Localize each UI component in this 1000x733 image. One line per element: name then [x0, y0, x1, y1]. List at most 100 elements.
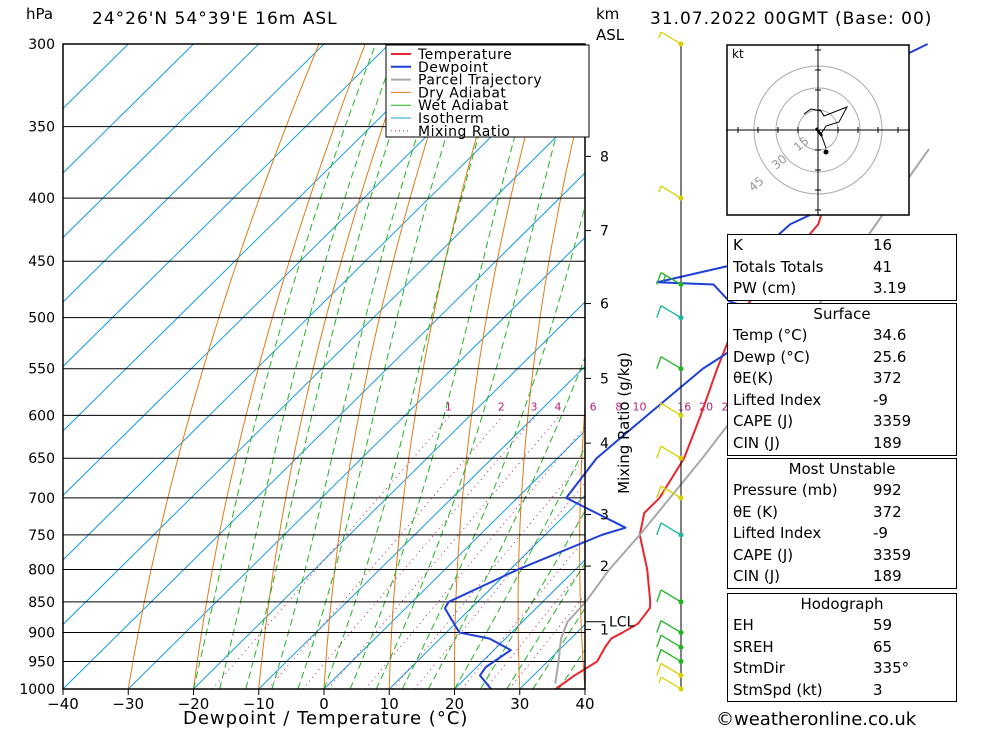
wind-barb-flag	[656, 446, 662, 459]
stat-row: Dewp (°C) 25.6	[728, 347, 956, 369]
mixing-ratio-label: 10	[632, 400, 646, 413]
legend-label: Temperature	[417, 47, 512, 63]
pressure-tick-label: 850	[28, 595, 55, 611]
hodograph-table: Hodograph EH 59 SREH 65 StmDir 335° StmSpd (kt…	[727, 593, 957, 703]
surface-table: Surface Temp (°C) 34.6 Dewp (°C) 25.6 θE(K) 3…	[727, 303, 957, 456]
wind-barb-flag	[656, 305, 662, 318]
stat-label: Pressure (mb)	[733, 481, 838, 499]
isotherm-line	[127, 236, 585, 689]
wind-barb-flag	[656, 649, 662, 662]
stat-value: -9	[873, 524, 888, 543]
stat-value: 65	[873, 637, 893, 656]
stat-value: 992	[873, 481, 902, 499]
most-unstable-table: Most Unstable Pressure (mb) 992 θE (K) 372 L…	[727, 458, 957, 589]
mixing-ratio-label: 1	[445, 400, 452, 413]
wet-adiabat-line	[297, 44, 476, 689]
legend-label: Wet Adiabat	[418, 98, 509, 114]
wind-barb-flag	[656, 635, 662, 648]
wind-barb-flag	[656, 589, 662, 603]
stat-row: CIN (J) 189	[728, 433, 956, 455]
stat-value: 41	[873, 257, 893, 276]
x-tick-label: 20	[445, 695, 464, 713]
wind-barb-staff	[660, 522, 682, 536]
isotherm-line	[63, 172, 585, 689]
legend-label: Dewpoint	[418, 60, 489, 76]
wet-adiabat-line	[427, 356, 585, 689]
hodograph-storm-point	[823, 149, 829, 155]
lcl-label: LCL	[609, 615, 635, 631]
stat-row: CAPE (J) 3359	[728, 411, 956, 433]
wind-barb-staff	[660, 356, 682, 370]
stat-row: CAPE (J) 3359	[728, 545, 956, 567]
wet-adiabat-line	[480, 510, 585, 689]
wind-barb	[658, 676, 684, 692]
wind-barb	[656, 305, 684, 321]
pressure-tick-label: 300	[28, 37, 55, 53]
copyright-footer[interactable]: ©weatheronline.co.uk	[716, 709, 917, 730]
x-axis-title: Dewpoint / Temperature (°C)	[183, 708, 469, 729]
mixing-ratio-label: 4	[554, 400, 561, 413]
wind-barb-flag	[658, 403, 662, 410]
wind-barb	[656, 634, 684, 650]
surface-title: Surface	[813, 305, 871, 323]
x-tick-label: 40	[575, 695, 594, 713]
isotherm-line	[63, 44, 390, 368]
stat-label: Temp (°C)	[733, 326, 808, 344]
wind-barb-staff	[660, 445, 682, 459]
stat-value: 34.6	[873, 326, 907, 344]
wind-barb-flag	[656, 272, 662, 285]
height-tick-label: 7	[600, 224, 609, 240]
x-tick-label: −20	[178, 695, 210, 713]
stat-row: StmDir 335°	[728, 658, 956, 680]
stat-value: 3359	[873, 545, 912, 564]
location-title: 24°26'N 54°39'E 16m ASL	[92, 9, 338, 29]
wind-barb	[658, 185, 684, 201]
pressure-tick-label: 950	[28, 655, 55, 671]
wind-barb-staff	[660, 662, 682, 676]
isotherm-line	[258, 365, 585, 689]
wind-barb	[656, 619, 684, 636]
wet-adiabat-line	[271, 44, 448, 689]
stat-row: Temp (°C) 34.6	[728, 325, 956, 347]
stat-value: 59	[873, 616, 893, 634]
mixing-ratio-axis-label: Mixing Ratio (g/kg)	[615, 352, 633, 494]
stat-value: -9	[873, 390, 888, 409]
mixing-ratio-line	[327, 415, 561, 689]
wind-barb-flag	[662, 488, 667, 495]
stat-row: PW (cm) 3.19	[728, 278, 956, 300]
isotherm-line	[388, 494, 585, 689]
height-tick-label: 3	[600, 507, 609, 523]
wet-adiabat-line	[532, 607, 585, 689]
x-tick-label: −40	[47, 695, 79, 713]
stat-label: Dewp (°C)	[733, 347, 811, 366]
stat-label: SREH	[733, 637, 774, 656]
wet-adiabat-line	[245, 44, 423, 689]
height-tick-label: 2	[600, 559, 609, 575]
wind-barb-flag	[656, 522, 662, 536]
pressure-tick-label: 900	[28, 626, 55, 642]
wind-barb-flag	[656, 356, 662, 369]
pressure-tick-label: 350	[28, 120, 55, 136]
wind-barb-flag	[658, 31, 662, 39]
stat-label: θE (K)	[733, 502, 778, 521]
wind-barb-staff	[660, 271, 682, 286]
wind-barb	[656, 271, 684, 288]
stat-row: Lifted Index -9	[728, 523, 956, 545]
legend-label: Dry Adiabat	[418, 85, 506, 101]
most-unstable-title: Most Unstable	[788, 460, 896, 478]
dry-adiabat-line	[323, 44, 459, 689]
legend-label: Parcel Trajectory	[418, 73, 542, 89]
height-unit-km: km	[596, 5, 620, 23]
wind-barb	[656, 485, 684, 501]
wind-barb-staff	[660, 31, 682, 45]
height-tick-label: 5	[600, 371, 609, 387]
mixing-ratio-label: 3	[530, 400, 537, 413]
stat-label: EH	[733, 616, 754, 634]
stat-label: CAPE (J)	[733, 412, 794, 431]
stat-value: 3359	[873, 412, 912, 431]
stat-row: θE(K) 372	[728, 368, 956, 390]
height-unit-asl: ASL	[596, 26, 625, 44]
stat-row: K 16	[728, 235, 956, 257]
mixing-ratio-line	[267, 415, 504, 689]
